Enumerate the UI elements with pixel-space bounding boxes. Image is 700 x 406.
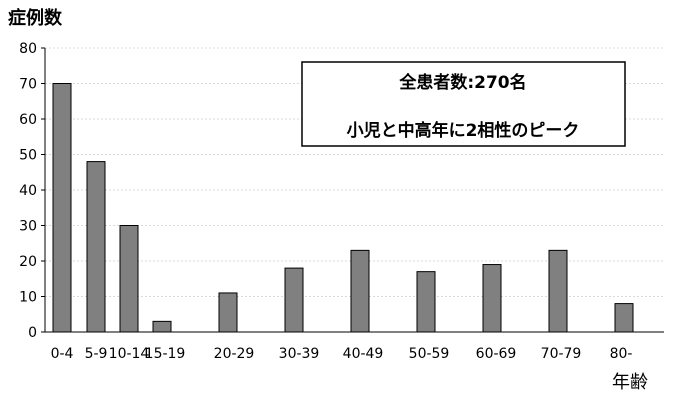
- annotation-box: 全患者数:270名 小児と中高年に2相性のピーク: [301, 61, 626, 147]
- y-tick-label: 60: [19, 112, 37, 128]
- bar-series: [52, 83, 634, 333]
- y-tick-label: 0: [28, 325, 37, 341]
- bar-10-14: [119, 225, 139, 333]
- y-tick-label: 80: [19, 41, 37, 57]
- y-tick-label: 40: [19, 183, 37, 199]
- x-tick-label: 20-29: [214, 346, 255, 362]
- x-tick-label: 10-14: [109, 346, 150, 362]
- annotation-total-patients: 全患者数:270名: [398, 72, 526, 93]
- x-tick-label: 30-39: [279, 346, 320, 362]
- bar-15-19: [152, 320, 172, 333]
- y-tick-label: 50: [19, 148, 37, 164]
- x-tick-label: 70-79: [541, 346, 582, 362]
- bar-80-: [614, 303, 634, 333]
- bar-5-9: [86, 161, 106, 333]
- bar-60-69: [482, 264, 502, 333]
- x-axis-title: 年齢: [612, 372, 648, 393]
- x-tick-label: 50-59: [409, 346, 450, 362]
- x-tick-label: 80-: [610, 346, 633, 362]
- x-tick-label: 60-69: [476, 346, 517, 362]
- bar-20-29: [218, 292, 238, 333]
- y-tick-label: 30: [19, 219, 37, 235]
- bar-40-49: [350, 249, 370, 333]
- x-tick-label: 15-19: [145, 346, 186, 362]
- bar-70-79: [548, 249, 568, 333]
- x-tick-label: 5-9: [85, 346, 108, 362]
- bar-0-4: [52, 83, 72, 333]
- bar-30-39: [284, 267, 304, 333]
- y-tick-label: 70: [19, 77, 37, 93]
- annotation-biphasic-peak: 小児と中高年に2相性のピーク: [347, 120, 580, 141]
- y-axis-title: 症例数: [8, 7, 63, 29]
- y-tick-label: 20: [19, 254, 37, 270]
- x-tick-label: 0-4: [51, 346, 74, 362]
- x-tick-label: 40-49: [343, 346, 384, 362]
- bar-50-59: [416, 271, 436, 333]
- y-tick-labels: 0 10 20 30 40 50 60 70 80: [19, 41, 45, 341]
- annotation-frame: [301, 61, 626, 147]
- y-tick-label: 10: [19, 290, 37, 306]
